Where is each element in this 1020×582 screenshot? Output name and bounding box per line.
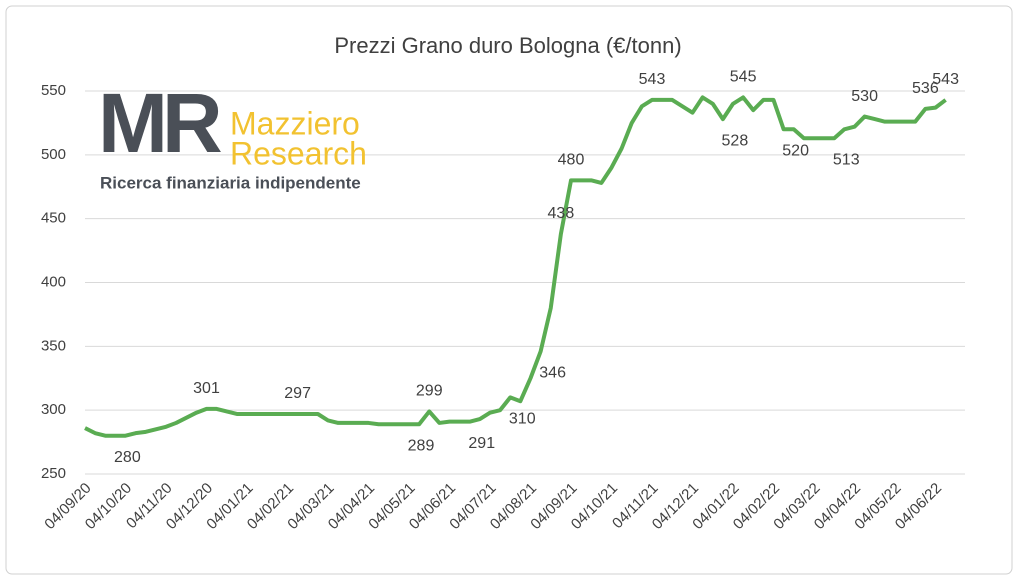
data-label: 530: [851, 88, 878, 105]
logo-name: Research: [230, 135, 367, 171]
data-label: 289: [408, 437, 435, 454]
logo: MR Mazziero Research Ricerca finanziaria…: [98, 76, 367, 192]
data-label: 513: [833, 151, 860, 168]
data-label: 301: [193, 380, 220, 397]
y-tick-label: 550: [41, 82, 66, 99]
data-label: 543: [639, 71, 666, 88]
data-label: 346: [539, 365, 566, 382]
data-label: 545: [730, 69, 757, 86]
y-tick-label: 250: [41, 465, 66, 482]
data-label: 291: [468, 435, 495, 452]
y-tick-label: 450: [41, 210, 66, 227]
data-label: 299: [416, 383, 443, 400]
data-label: 280: [114, 449, 141, 466]
chart-frame: [5, 5, 1013, 575]
data-label: 543: [932, 71, 959, 88]
chart-title: Prezzi Grano duro Bologna (€/tonn): [334, 33, 681, 58]
data-label: 520: [782, 143, 809, 160]
logo-mark: MR: [98, 76, 221, 170]
line-series: [84, 95, 947, 438]
data-label: 297: [284, 385, 311, 402]
data-label: 438: [548, 205, 575, 222]
y-tick-label: 300: [41, 401, 66, 418]
logo-tagline: Ricerca finanziaria indipendente: [100, 173, 361, 192]
data-label: 310: [509, 411, 536, 428]
y-tick-label: 350: [41, 337, 66, 354]
data-label: 480: [558, 152, 585, 169]
y-tick-label: 400: [41, 273, 66, 290]
y-tick-label: 500: [41, 146, 66, 163]
data-label: 536: [912, 80, 939, 97]
logo-name: Mazziero: [230, 105, 360, 141]
data-label: 528: [722, 132, 749, 149]
